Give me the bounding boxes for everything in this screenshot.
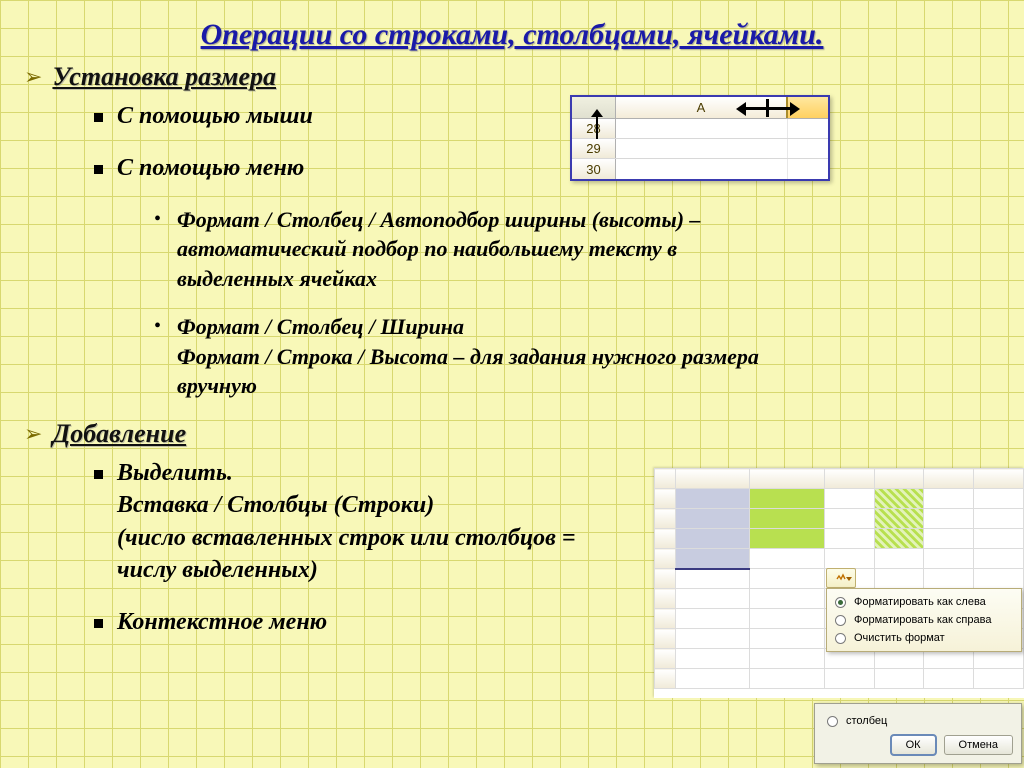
menu-label: Форматировать как справа <box>854 614 991 626</box>
dialog-option-column[interactable]: столбец <box>823 712 1013 735</box>
slide-title: Операции со строками, столбцами, ячейкам… <box>0 0 1024 52</box>
column-label: A <box>697 100 706 115</box>
item-menu: С помощью меню <box>94 152 1000 184</box>
item-text: С помощью мыши <box>117 100 313 132</box>
subitem-text: Формат / Столбец / Автоподбор ширины (вы… <box>177 205 797 294</box>
cell <box>788 139 828 158</box>
cell <box>788 159 828 179</box>
radio-icon <box>835 633 846 644</box>
radio-icon <box>827 716 838 727</box>
row-number: 29 <box>586 141 600 156</box>
item-mouse: С помощью мыши <box>94 100 1000 132</box>
arrow-marker-icon: ➢ <box>24 419 42 449</box>
menu-item-format-right[interactable]: Форматировать как справа <box>827 611 1021 629</box>
subitem-autofit: • Формат / Столбец / Автоподбор ширины (… <box>154 205 1000 294</box>
square-bullet-icon <box>94 619 103 628</box>
menu-item-clear-format[interactable]: Очистить формат <box>827 629 1021 647</box>
resize-illustration: A 28 29 30 <box>570 95 830 181</box>
row-number: 28 <box>586 121 600 136</box>
cell <box>616 119 788 138</box>
square-bullet-icon <box>94 165 103 174</box>
column-header-b <box>788 97 828 118</box>
row-header: 29 <box>572 139 616 158</box>
column-header-a: A <box>616 97 788 118</box>
menu-label: Форматировать как слева <box>854 596 986 608</box>
section-size: ➢ Установка размера <box>24 62 1000 92</box>
option-label: столбец <box>846 715 887 727</box>
ok-button[interactable]: ОК <box>891 735 936 755</box>
menu-item-format-left[interactable]: Форматировать как слева <box>827 593 1021 611</box>
cell <box>788 119 828 138</box>
item-text: С помощью меню <box>117 152 304 184</box>
section-heading: Добавление <box>52 419 186 449</box>
insert-dialog: столбец ОК Отмена <box>814 703 1022 764</box>
cancel-button[interactable]: Отмена <box>944 735 1013 755</box>
section-add: ➢ Добавление <box>24 419 1000 449</box>
subitem-text: Формат / Столбец / Ширина Формат / Строк… <box>177 312 797 401</box>
square-bullet-icon <box>94 470 103 479</box>
insert-illustration: Форматировать как слева Форматировать ка… <box>654 468 1024 768</box>
radio-icon <box>835 615 846 626</box>
cell <box>616 159 788 179</box>
subitem-width-height: • Формат / Столбец / Ширина Формат / Стр… <box>154 312 1000 401</box>
paste-options-menu: Форматировать как слева Форматировать ка… <box>826 588 1022 652</box>
dot-bullet-icon: • <box>154 312 161 401</box>
paste-options-icon[interactable] <box>826 568 856 588</box>
row-number: 30 <box>586 162 600 177</box>
menu-label: Очистить формат <box>854 632 945 644</box>
section-heading: Установка размера <box>52 62 276 92</box>
sheet-corner <box>572 97 616 118</box>
cell <box>616 139 788 158</box>
item-text: Выделить. Вставка / Столбцы (Строки) (чи… <box>117 457 637 587</box>
row-header: 30 <box>572 159 616 179</box>
item-text: Контекстное меню <box>117 606 327 638</box>
arrow-marker-icon: ➢ <box>24 62 42 92</box>
dot-bullet-icon: • <box>154 205 161 294</box>
square-bullet-icon <box>94 113 103 122</box>
radio-icon <box>835 597 846 608</box>
row-header: 28 <box>572 119 616 138</box>
